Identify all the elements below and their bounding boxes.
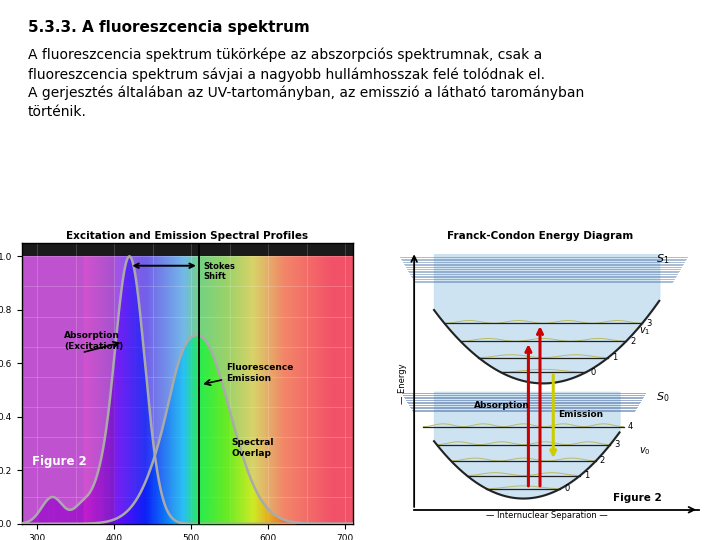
Text: Absorption: Absorption: [474, 401, 530, 410]
Text: $S_0$: $S_0$: [656, 390, 670, 404]
Title: Franck-Condon Energy Diagram: Franck-Condon Energy Diagram: [447, 231, 633, 241]
Text: A fluoreszcencia spektrum tükörképe az abszorpciós spektrumnak, csak a: A fluoreszcencia spektrum tükörképe az a…: [28, 48, 542, 63]
Text: $v_1$: $v_1$: [639, 325, 651, 336]
Text: 0: 0: [590, 368, 595, 377]
Text: 2: 2: [600, 456, 605, 465]
Text: — Internuclear Separation —: — Internuclear Separation —: [486, 511, 608, 519]
Text: 4: 4: [628, 422, 633, 431]
Text: 3: 3: [646, 319, 652, 328]
Text: 3: 3: [614, 440, 619, 449]
Text: Fluorescence
Emission: Fluorescence Emission: [225, 363, 293, 383]
Text: történik.: történik.: [28, 105, 87, 119]
Text: fluoreszcencia spektrum sávjai a nagyobb hullámhosszak felé tolódnak el.: fluoreszcencia spektrum sávjai a nagyobb…: [28, 67, 545, 82]
Text: 1: 1: [584, 471, 590, 480]
Text: Figure 2: Figure 2: [613, 494, 662, 503]
Text: 1: 1: [612, 353, 617, 362]
Text: 0: 0: [564, 484, 570, 493]
Title: Excitation and Emission Spectral Profiles: Excitation and Emission Spectral Profile…: [66, 231, 308, 241]
Text: Absorption
(Excitation): Absorption (Excitation): [64, 331, 123, 350]
Text: $v_0$: $v_0$: [639, 446, 651, 457]
Text: A gerjesztés általában az UV-tartományban, az emisszió a látható tarományban: A gerjesztés általában az UV-tartományba…: [28, 86, 584, 100]
Text: — Energy: — Energy: [398, 363, 407, 404]
Text: Spectral
Overlap: Spectral Overlap: [232, 438, 274, 457]
Text: 5.3.3. A fluoreszcencia spektrum: 5.3.3. A fluoreszcencia spektrum: [28, 20, 310, 35]
Text: Figure 2: Figure 2: [32, 455, 86, 468]
Text: 2: 2: [630, 337, 635, 346]
Text: $S_1$: $S_1$: [656, 253, 669, 266]
Text: Stokes
Shift: Stokes Shift: [203, 262, 235, 281]
Text: Emission: Emission: [558, 410, 603, 419]
